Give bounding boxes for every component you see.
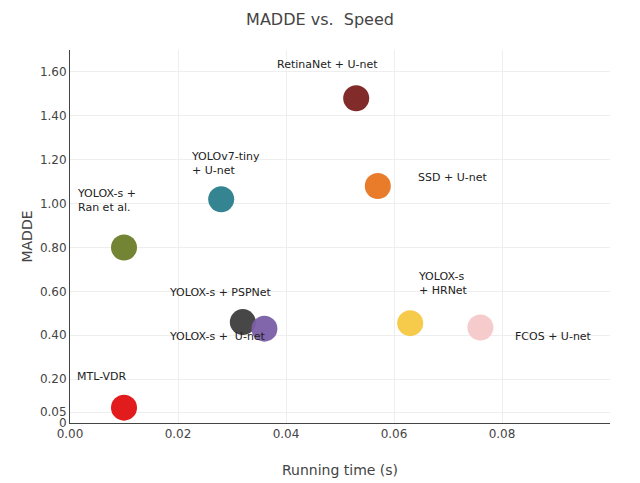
svg-text:SSD + U-net: SSD + U-net [418, 171, 487, 184]
svg-text:0: 0 [59, 416, 67, 430]
svg-text:YOLOX-s + PSPNet: YOLOX-s + PSPNet [169, 286, 272, 299]
svg-text:0.08: 0.08 [489, 427, 516, 441]
svg-text:0.02: 0.02 [165, 427, 192, 441]
svg-text:1.20: 1.20 [40, 153, 67, 167]
svg-text:YOLOX-s+ HRNet: YOLOX-s+ HRNet [418, 270, 468, 297]
svg-text:0.20: 0.20 [40, 372, 67, 386]
svg-text:0.60: 0.60 [40, 285, 67, 299]
svg-text:1.00: 1.00 [40, 197, 67, 211]
svg-text:Running time (s): Running time (s) [282, 462, 398, 478]
svg-text:YOLOX-s +Ran et al.: YOLOX-s +Ran et al. [77, 187, 136, 214]
svg-text:MADDE vs. Speed: MADDE vs. Speed [246, 10, 394, 29]
svg-text:FCOS + U-net: FCOS + U-net [515, 330, 592, 343]
svg-text:MTL-VDR: MTL-VDR [77, 370, 126, 383]
svg-text:0.04: 0.04 [273, 427, 300, 441]
svg-text:RetinaNet + U-net: RetinaNet + U-net [277, 58, 378, 71]
svg-text:0.80: 0.80 [40, 241, 67, 255]
svg-text:YOLOX-s + U-net: YOLOX-s + U-net [169, 330, 266, 343]
svg-text:1.60: 1.60 [40, 65, 67, 79]
svg-text:0.00: 0.00 [57, 427, 84, 441]
svg-text:0.05: 0.05 [40, 405, 67, 419]
svg-text:YOLOv7-tiny+ U-net: YOLOv7-tiny+ U-net [191, 150, 260, 177]
svg-text:MADDE: MADDE [19, 210, 35, 262]
svg-text:1.40: 1.40 [40, 109, 67, 123]
svg-text:0.06: 0.06 [381, 427, 408, 441]
svg-text:0.40: 0.40 [40, 328, 67, 342]
